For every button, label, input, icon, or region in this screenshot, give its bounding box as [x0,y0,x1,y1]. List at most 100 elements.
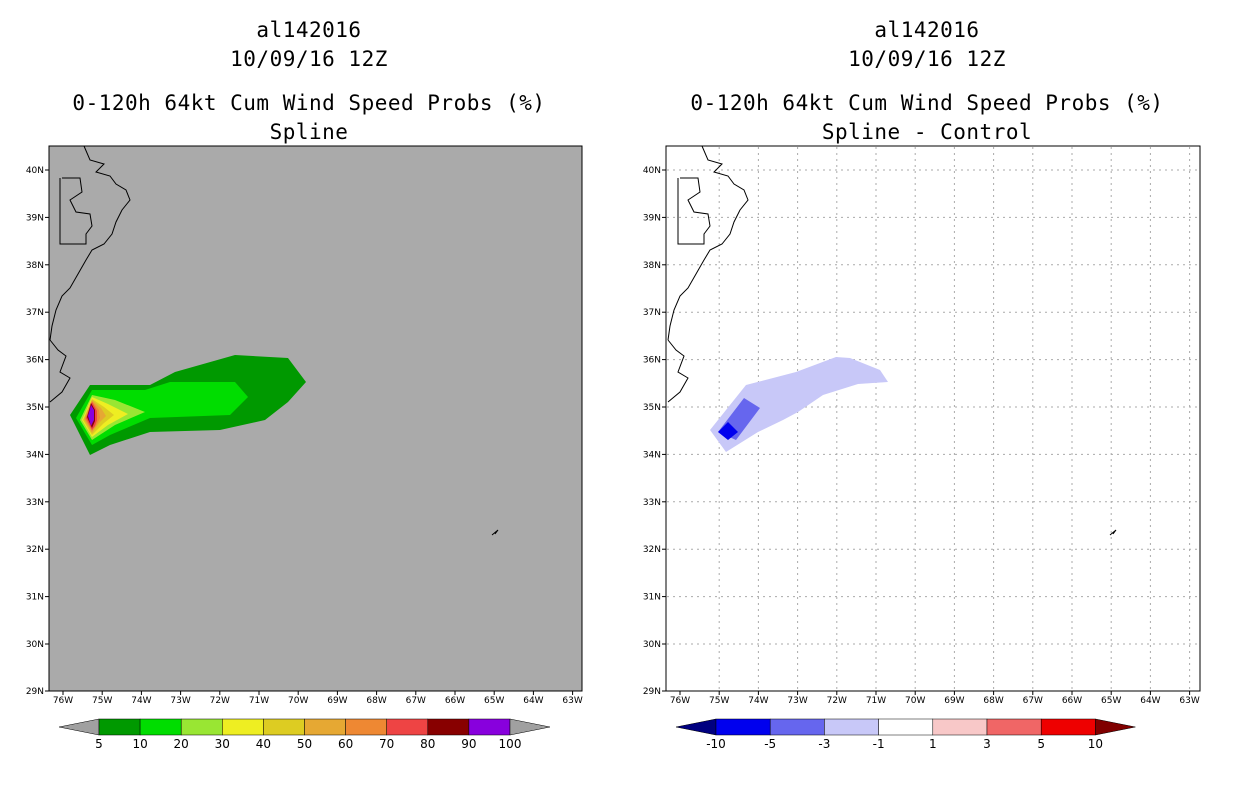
lat-label: 40N [26,166,44,176]
lat-label: 37N [26,308,44,318]
lat-label: 34N [26,450,44,460]
lat-label: 33N [26,498,44,508]
contour-minus3-minus1 [710,357,888,452]
legend-label: 100 [499,737,522,751]
legend-label: -5 [764,737,776,751]
lon-label: 76W [53,696,73,706]
lon-label: 69W [327,696,347,706]
legend-swatch [824,718,879,736]
lon-label: 67W [1023,696,1043,706]
difference-contours [710,357,888,452]
legend-label: 10 [1088,737,1103,751]
lat-label: 31N [643,593,661,603]
legend-swatch [468,718,511,736]
legend-swatch [386,718,429,736]
lon-label: 65W [484,696,504,706]
lat-label: 36N [26,356,44,366]
legend-swatch [139,718,182,736]
lon-label: 67W [406,696,426,706]
lon-label: 66W [445,696,465,706]
legend-label: -3 [818,737,830,751]
difference-map: 40N 39N 38N 37N 36N 35N 34N 33N 32N 31N 30N 29N 76W 7… [643,145,1201,751]
product-title: 0-120h 64kt Cum Wind Speed Probs (%) [690,91,1164,115]
legend-label: 80 [420,737,435,751]
legend-swatch [98,718,141,736]
legend-swatch [986,718,1042,736]
lat-label: 32N [26,545,44,555]
legend-label: 5 [95,737,103,751]
legend-swatch [427,718,470,736]
product-title: 0-120h 64kt Cum Wind Speed Probs (%) [72,91,546,115]
legend-swatch [180,718,223,736]
legend-swatch [769,718,825,736]
lat-label: 39N [26,213,44,223]
subtitle: Spline [269,120,349,144]
lon-label: 70W [905,696,925,706]
legend-label: 70 [379,737,394,751]
lon-label: 74W [131,696,151,706]
lat-label: 33N [643,498,661,508]
lon-label: 68W [366,696,386,706]
lon-label: 63W [1179,696,1199,706]
storm-id-title: al142016 [256,18,362,42]
lon-label: 64W [1140,696,1160,706]
legend-label: 5 [1037,737,1045,751]
lon-label: 72W [210,696,230,706]
left-panel: al142016 10/09/16 12Z 0-120h 64kt Cum Wi… [26,18,583,751]
lat-label: 34N [643,450,661,460]
lat-label: 35N [643,403,661,413]
lat-label: 36N [643,356,661,366]
lat-label: 38N [26,261,44,271]
probability-map: 40N 39N 38N 37N 36N 35N 34N 33N 32N 31N 30N 29N 76W 7… [26,145,583,751]
legend-label: 1 [929,737,937,751]
lon-label: 75W [92,696,112,706]
legend-label: 30 [215,737,230,751]
lat-label: 32N [643,545,661,555]
lon-label: 73W [787,696,807,706]
subtitle: Spline - Control [821,120,1033,144]
lon-label: 63W [562,696,582,706]
probability-contours [70,355,306,455]
lon-label: 76W [670,696,690,706]
legend-arrow-high [1095,718,1136,736]
legend-label: 20 [174,737,189,751]
gridlines [667,147,1199,690]
legend-arrow-low [58,718,100,736]
date-title: 10/09/16 12Z [230,47,388,71]
lon-label: 66W [1062,696,1082,706]
lon-label: 68W [983,696,1003,706]
lon-label: 73W [170,696,190,706]
coastline [49,145,499,536]
lat-label: 38N [643,261,661,271]
lat-label: 40N [643,166,661,176]
lat-label: 29N [643,687,661,697]
color-legend: 5 10 20 30 40 50 60 70 80 90 100 [58,718,551,751]
lat-label: 37N [643,308,661,318]
coastline [667,145,1117,536]
legend-label: 10 [132,737,147,751]
legend-label: -10 [706,737,726,751]
legend-label: -1 [873,737,885,751]
legend-label: 50 [297,737,312,751]
lat-label: 30N [26,640,44,650]
lon-label: 75W [709,696,729,706]
legend-swatch [932,718,988,736]
legend-swatch [345,718,387,736]
lon-label: 65W [1101,696,1121,706]
lon-label: 70W [288,696,308,706]
legend-arrow-low [675,718,717,736]
lat-label: 29N [26,687,44,697]
lat-label: 35N [26,403,44,413]
legend-swatch [263,718,305,736]
legend-swatch [1040,718,1096,736]
legend-label: 60 [338,737,353,751]
lon-label: 74W [748,696,768,706]
lon-label: 72W [827,696,847,706]
legend-swatch [878,718,934,736]
legend-label: 90 [461,737,476,751]
date-title: 10/09/16 12Z [848,47,1006,71]
lon-label: 71W [249,696,269,706]
lat-label: 39N [643,213,661,223]
lon-label: 69W [944,696,964,706]
legend-swatch [715,718,771,736]
